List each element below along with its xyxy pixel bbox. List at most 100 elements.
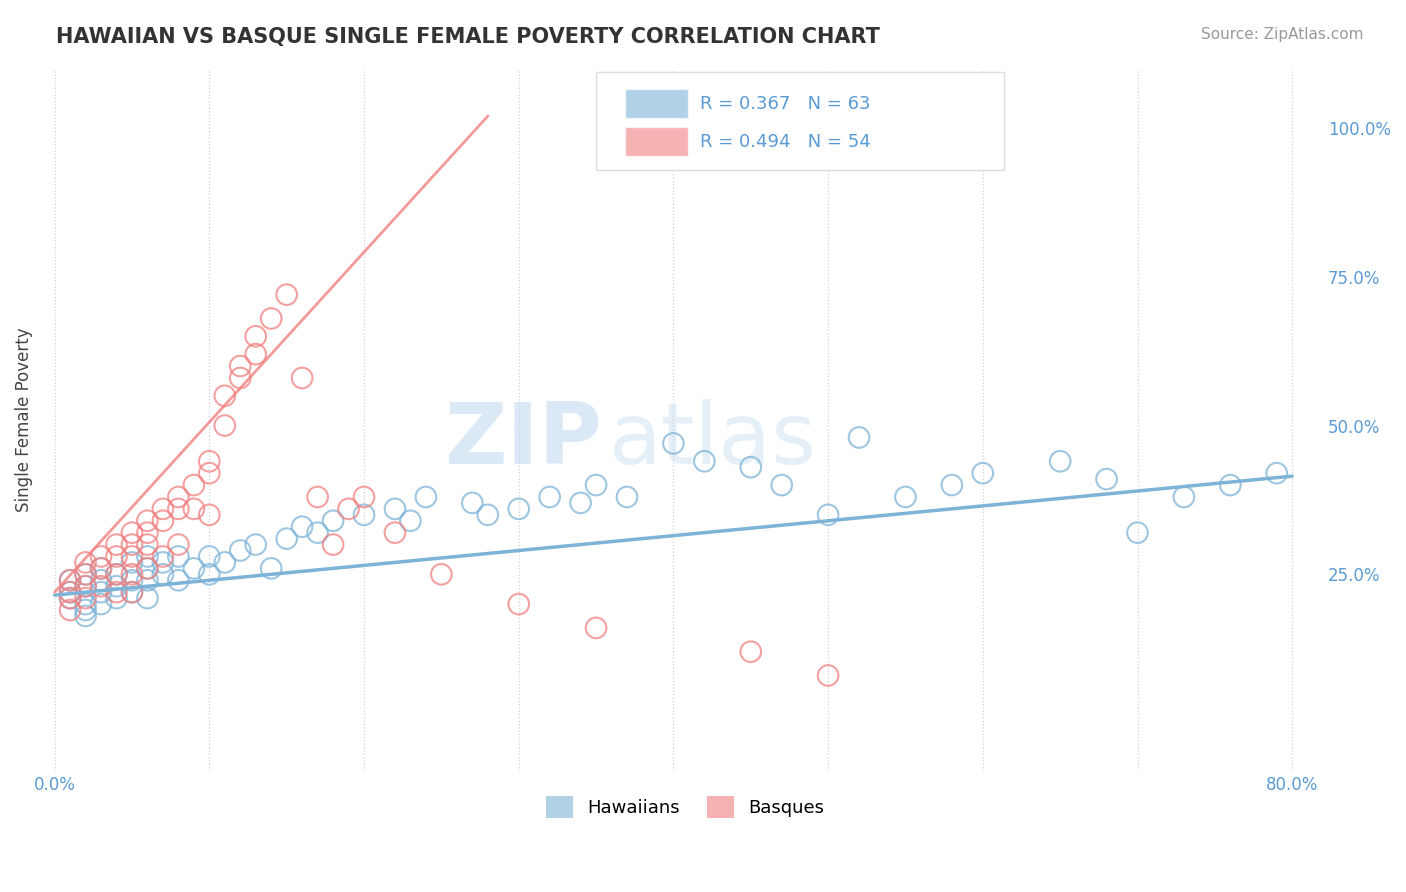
Point — [136, 549, 159, 564]
Point — [121, 585, 143, 599]
FancyBboxPatch shape — [626, 127, 688, 156]
Point — [75, 556, 97, 570]
Point — [569, 496, 592, 510]
Point — [662, 436, 685, 450]
Point — [183, 561, 205, 575]
Point — [198, 454, 221, 468]
FancyBboxPatch shape — [596, 72, 1004, 170]
Point — [245, 329, 267, 343]
Point — [105, 579, 128, 593]
Point — [1219, 478, 1241, 492]
Point — [152, 567, 174, 582]
Point — [384, 525, 406, 540]
Point — [260, 311, 283, 326]
Point — [941, 478, 963, 492]
Point — [152, 549, 174, 564]
Point — [214, 389, 236, 403]
Point — [136, 574, 159, 588]
Point — [136, 514, 159, 528]
Point — [105, 538, 128, 552]
Point — [90, 549, 112, 564]
Point — [616, 490, 638, 504]
Point — [214, 556, 236, 570]
Point — [59, 603, 82, 617]
Point — [152, 556, 174, 570]
Point — [75, 597, 97, 611]
Text: R = 0.367   N = 63: R = 0.367 N = 63 — [700, 95, 870, 112]
Point — [1095, 472, 1118, 486]
Point — [399, 514, 422, 528]
Point — [121, 556, 143, 570]
Point — [740, 645, 762, 659]
Point — [1173, 490, 1195, 504]
Point — [508, 597, 530, 611]
Point — [198, 549, 221, 564]
Point — [260, 561, 283, 575]
Point — [307, 525, 329, 540]
Point — [90, 574, 112, 588]
Point — [229, 371, 252, 385]
Point — [229, 359, 252, 373]
Point — [75, 579, 97, 593]
Point — [245, 538, 267, 552]
Point — [461, 496, 484, 510]
Point — [136, 525, 159, 540]
Point — [585, 621, 607, 635]
Point — [136, 561, 159, 575]
Point — [105, 591, 128, 606]
Point — [817, 508, 839, 522]
Point — [322, 514, 344, 528]
Text: ZIP: ZIP — [444, 400, 602, 483]
Point — [229, 543, 252, 558]
Point — [384, 501, 406, 516]
Point — [337, 501, 360, 516]
Point — [75, 591, 97, 606]
FancyBboxPatch shape — [626, 89, 688, 119]
Point — [291, 371, 314, 385]
Point — [167, 501, 190, 516]
Point — [59, 591, 82, 606]
Point — [59, 585, 82, 599]
Point — [167, 490, 190, 504]
Point — [508, 501, 530, 516]
Point — [75, 609, 97, 624]
Point — [75, 603, 97, 617]
Point — [740, 460, 762, 475]
Point — [121, 525, 143, 540]
Y-axis label: Single Female Poverty: Single Female Poverty — [15, 327, 32, 512]
Text: R = 0.494   N = 54: R = 0.494 N = 54 — [700, 133, 872, 151]
Point — [105, 585, 128, 599]
Point — [121, 549, 143, 564]
Point — [1049, 454, 1071, 468]
Point — [183, 501, 205, 516]
Point — [90, 585, 112, 599]
Point — [538, 490, 561, 504]
Point — [322, 538, 344, 552]
Point — [75, 567, 97, 582]
Point — [353, 490, 375, 504]
Point — [59, 574, 82, 588]
Point — [972, 466, 994, 480]
Point — [167, 574, 190, 588]
Point — [136, 591, 159, 606]
Point — [585, 478, 607, 492]
Text: Source: ZipAtlas.com: Source: ZipAtlas.com — [1201, 27, 1364, 42]
Point — [214, 418, 236, 433]
Point — [167, 538, 190, 552]
Legend: Hawaiians, Basques: Hawaiians, Basques — [538, 789, 831, 825]
Point — [90, 561, 112, 575]
Point — [90, 597, 112, 611]
Point — [136, 561, 159, 575]
Point — [121, 538, 143, 552]
Point — [693, 454, 716, 468]
Point — [59, 585, 82, 599]
Point — [1265, 466, 1288, 480]
Point — [276, 532, 298, 546]
Point — [477, 508, 499, 522]
Point — [121, 574, 143, 588]
Point — [276, 287, 298, 301]
Point — [183, 478, 205, 492]
Point — [817, 668, 839, 682]
Point — [121, 585, 143, 599]
Text: HAWAIIAN VS BASQUE SINGLE FEMALE POVERTY CORRELATION CHART: HAWAIIAN VS BASQUE SINGLE FEMALE POVERTY… — [56, 27, 880, 46]
